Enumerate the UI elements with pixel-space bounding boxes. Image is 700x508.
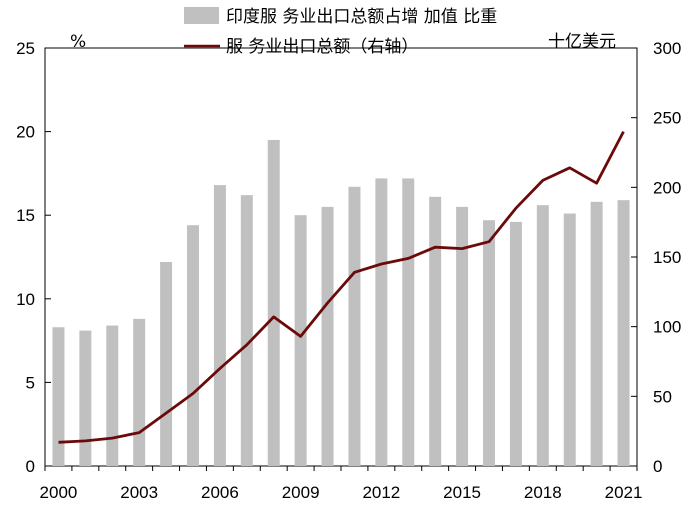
bar-2000 [52, 327, 65, 466]
bar-series [52, 139, 630, 467]
bar-2010 [321, 206, 334, 466]
x-tick-label: 2009 [282, 483, 320, 502]
left-axis-unit: % [70, 32, 86, 52]
left-tick-label: 20 [16, 123, 35, 142]
bar-2012 [375, 178, 388, 466]
right-tick-label: 300 [653, 39, 681, 58]
left-axis: 0 5 10 15 20 25 [16, 39, 51, 476]
bar-2018 [536, 205, 549, 466]
bar-2021 [617, 200, 630, 467]
left-tick-label: 5 [26, 373, 35, 392]
right-tick-label: 100 [653, 318, 681, 337]
right-tick-label: 50 [653, 387, 672, 406]
bar-2004 [160, 262, 173, 466]
legend: 印度服 务业出口总额占增 加值 比重 服 务业出口总额（右轴） [184, 7, 497, 57]
right-axis: 0 50 100 150 200 250 300 [631, 39, 681, 476]
bar-2013 [402, 178, 415, 466]
bar-2002 [106, 325, 119, 466]
x-tick-label: 2006 [201, 483, 239, 502]
bar-2017 [509, 221, 522, 466]
bar-2015 [456, 206, 469, 466]
left-tick-label: 15 [16, 206, 35, 225]
bar-2003 [133, 318, 146, 466]
bar-2020 [590, 201, 603, 466]
bar-2016 [483, 220, 495, 466]
bar-2008 [267, 139, 280, 466]
legend-bar-label: 印度服 务业出口总额占增 加值 比重 [226, 7, 497, 27]
right-tick-label: 150 [653, 248, 681, 267]
left-tick-label: 0 [26, 457, 35, 476]
legend-bar-swatch [184, 7, 219, 24]
export-value-line [58, 130, 625, 444]
bar-2005 [187, 225, 199, 466]
x-tick-label: 2021 [605, 483, 643, 502]
right-axis-unit: 十亿美元 [548, 32, 616, 52]
x-axis: 2000 2003 2006 2009 2012 2015 2018 2021 [40, 466, 643, 502]
x-tick-label: 2003 [120, 483, 158, 502]
right-tick-label: 250 [653, 109, 681, 128]
bar-2007 [240, 195, 253, 467]
right-tick-label: 0 [653, 457, 662, 476]
bar-2009 [294, 215, 307, 466]
x-tick-label: 2012 [362, 483, 400, 502]
bar-2006 [213, 185, 226, 466]
left-tick-label: 10 [16, 290, 35, 309]
left-tick-label: 25 [16, 39, 35, 58]
x-tick-label: 2018 [524, 483, 562, 502]
legend-line-label: 服 务业出口总额（右轴） [226, 37, 418, 57]
right-tick-label: 200 [653, 178, 681, 197]
bar-2014 [429, 196, 442, 467]
bar-2019 [563, 213, 576, 466]
x-tick-label: 2000 [40, 483, 78, 502]
line-series [58, 130, 625, 444]
x-tick-label: 2015 [443, 483, 481, 502]
bar-2011 [348, 186, 361, 466]
bar-2001 [79, 330, 92, 466]
